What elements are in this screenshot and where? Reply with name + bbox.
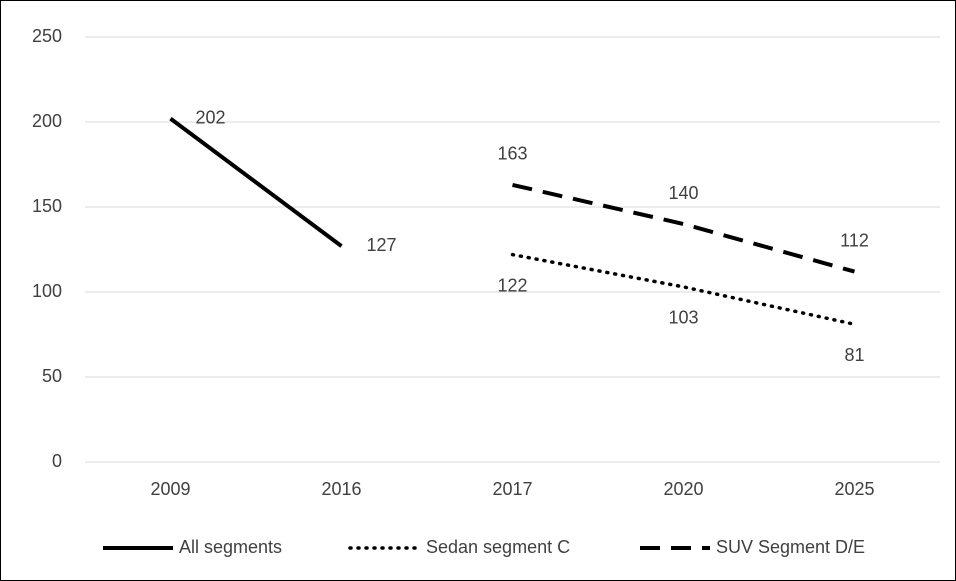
y-tick-label: 0 xyxy=(52,451,62,471)
series-line xyxy=(510,252,857,327)
series-line xyxy=(512,182,856,274)
y-tick-label: 200 xyxy=(32,111,62,131)
series-line xyxy=(169,116,343,248)
y-tick-label: 50 xyxy=(42,366,62,386)
data-label: 140 xyxy=(668,183,698,203)
data-label: 127 xyxy=(366,235,396,255)
data-label: 122 xyxy=(497,275,527,295)
x-tick-label: 2009 xyxy=(150,479,190,499)
data-label: 81 xyxy=(844,345,864,365)
data-label: 163 xyxy=(497,144,527,164)
y-tick-label: 100 xyxy=(32,281,62,301)
data-label: 103 xyxy=(668,308,698,328)
x-tick-label: 2016 xyxy=(321,479,361,499)
y-tick-label: 250 xyxy=(32,26,62,46)
y-tick-label: 150 xyxy=(32,196,62,216)
x-tick-label: 2017 xyxy=(492,479,532,499)
data-label: 112 xyxy=(840,230,869,250)
x-tick-label: 2025 xyxy=(834,479,874,499)
legend-label: All segments xyxy=(179,537,282,557)
legend-label: SUV Segment D/E xyxy=(716,537,865,557)
x-tick-label: 2020 xyxy=(663,479,703,499)
legend-label: Sedan segment C xyxy=(426,537,570,557)
data-label: 202 xyxy=(195,107,225,127)
